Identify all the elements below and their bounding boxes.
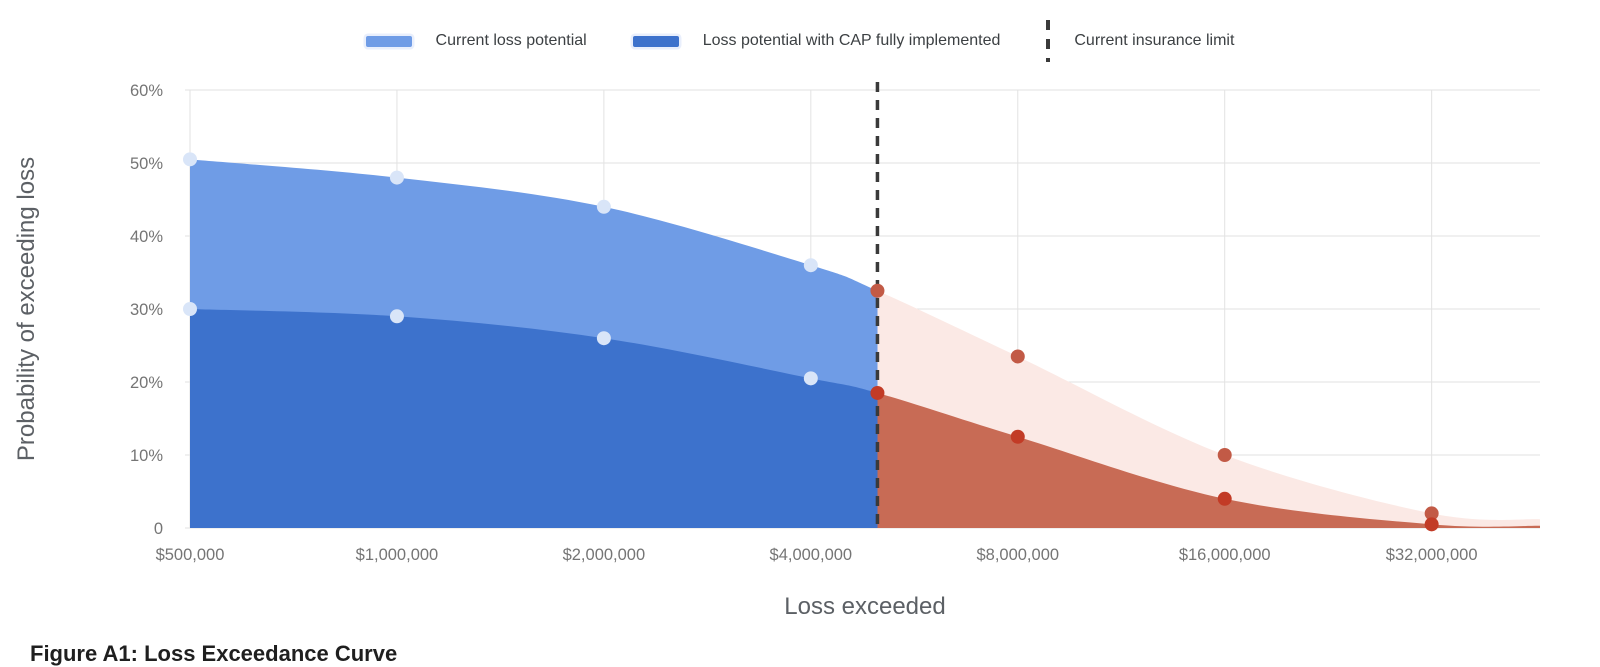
series-area-after-limit-1 xyxy=(877,392,1540,528)
legend-swatch-cap-loss-icon xyxy=(632,35,679,47)
y-tick-label: 20% xyxy=(130,374,163,392)
legend-label-current-loss: Current loss potential xyxy=(435,32,587,49)
y-tick-label: 10% xyxy=(130,447,163,465)
data-point xyxy=(389,170,404,185)
data-point xyxy=(803,258,818,273)
data-point xyxy=(1424,506,1439,521)
data-point xyxy=(1217,491,1232,506)
x-tick-label: $32,000,000 xyxy=(1386,546,1478,564)
y-tick-label: 60% xyxy=(130,82,163,100)
x-tick-label: $2,000,000 xyxy=(563,546,646,564)
data-point xyxy=(183,152,197,167)
legend-label-cap-loss: Loss potential with CAP fully implemente… xyxy=(702,32,1001,49)
data-point xyxy=(183,302,197,316)
y-axis-title: Probability of exceeding loss xyxy=(13,157,40,461)
series-area-before-limit-1 xyxy=(190,309,878,528)
data-point xyxy=(1010,429,1025,444)
legend-label-insurance-limit: Current insurance limit xyxy=(1074,32,1235,49)
loss-exceedance-chart: 60% 50% 40% 30% 20% 10% 0 $500,000 $1,000,000 $2,… xyxy=(13,82,1540,620)
legend-swatch-current-loss-icon xyxy=(365,35,412,47)
data-point-markers xyxy=(183,152,1439,532)
figure-caption-text: Figure A1: Loss Exceedance Curve xyxy=(30,641,398,666)
chart-legend: Current loss potential Loss potential wi… xyxy=(0,20,1600,62)
data-point xyxy=(389,309,404,324)
axis-tick-labels: 60% 50% 40% 30% 20% 10% 0 $500,000 $1,000,000 $2,… xyxy=(130,82,1478,564)
x-tick-label: $1,000,000 xyxy=(356,546,439,564)
data-point xyxy=(596,199,611,214)
data-point xyxy=(596,331,611,346)
legend-item-insurance-limit[interactable]: Current insurance limit xyxy=(1046,20,1234,62)
x-tick-label: $8,000,000 xyxy=(976,546,1059,564)
y-tick-label: 30% xyxy=(130,301,163,319)
x-tick-label: $500,000 xyxy=(156,546,225,564)
data-point xyxy=(870,283,885,298)
chart-canvas: 60% 50% 40% 30% 20% 10% 0 $500,000 $1,000,000 $2,… xyxy=(13,82,1540,620)
figure-caption: Figure A1: Loss Exceedance Curve xyxy=(30,641,397,667)
data-point xyxy=(1217,448,1232,462)
y-tick-label: 0 xyxy=(154,520,163,538)
data-point xyxy=(803,371,818,386)
series-areas xyxy=(190,159,1540,528)
x-tick-label: $16,000,000 xyxy=(1179,546,1271,564)
data-point xyxy=(1010,349,1025,364)
y-tick-label: 50% xyxy=(130,155,163,173)
legend-item-current-loss[interactable]: Current loss potential xyxy=(365,32,587,50)
dashed-line-icon xyxy=(1046,20,1051,62)
legend-item-cap-loss[interactable]: Loss potential with CAP fully implemente… xyxy=(632,32,1001,50)
data-point xyxy=(870,385,885,400)
x-axis-title: Loss exceeded xyxy=(784,593,945,620)
x-tick-label: $4,000,000 xyxy=(770,546,853,564)
data-point xyxy=(1424,517,1439,532)
y-tick-label: 40% xyxy=(130,228,163,246)
